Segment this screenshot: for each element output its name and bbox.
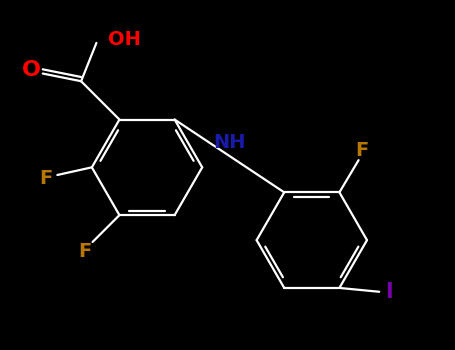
Text: I: I: [384, 282, 392, 302]
Text: OH: OH: [108, 29, 141, 49]
Text: F: F: [355, 141, 368, 160]
Text: F: F: [78, 241, 91, 261]
Text: NH: NH: [213, 133, 246, 152]
Text: O: O: [22, 60, 41, 80]
Text: F: F: [39, 169, 52, 188]
